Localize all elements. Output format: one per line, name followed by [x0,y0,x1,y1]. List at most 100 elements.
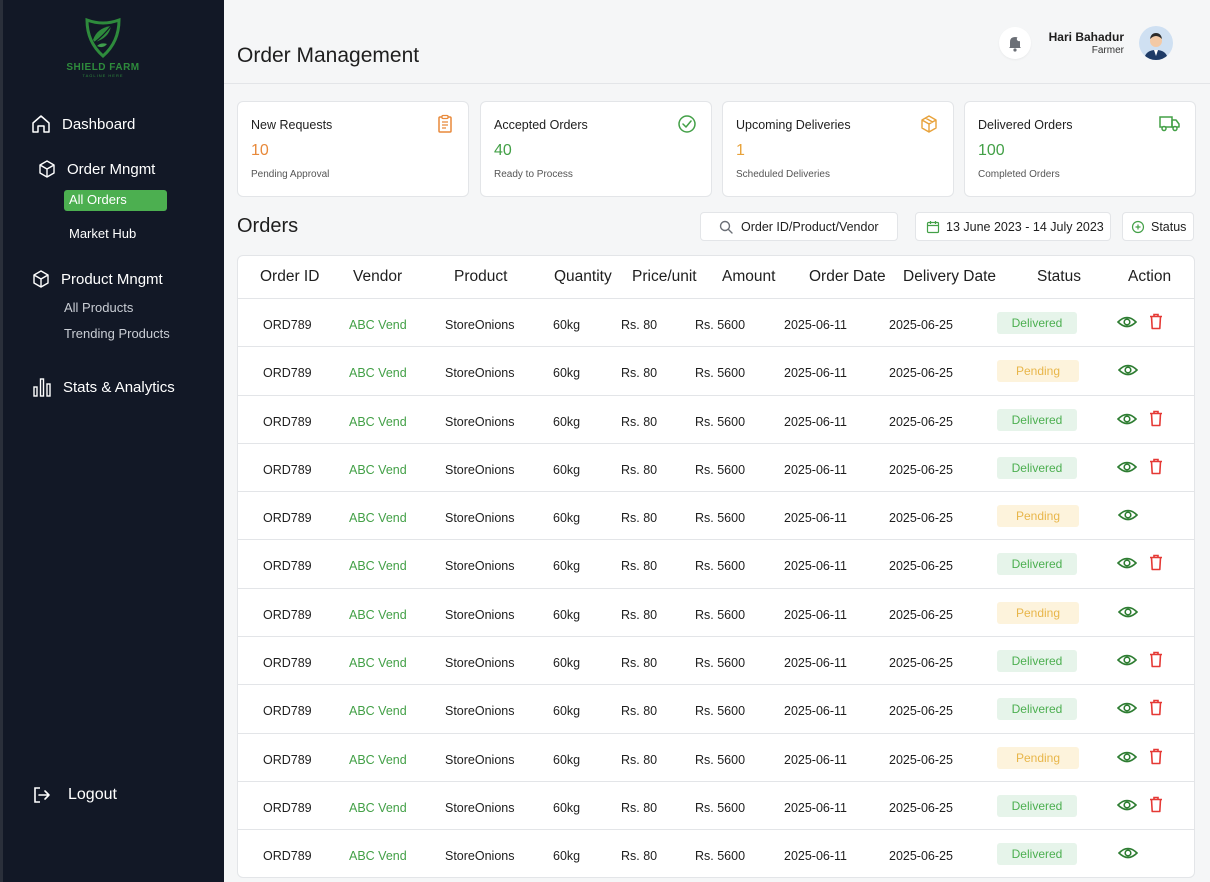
search-input[interactable]: Order ID/Product/Vendor [700,212,898,241]
price-cell: Rs. 80 [621,704,658,719]
col-status[interactable]: Status [1037,268,1081,285]
view-button[interactable] [1117,845,1139,866]
logout-icon [34,787,50,803]
delete-button[interactable] [1149,651,1163,673]
avatar[interactable] [1139,26,1173,60]
view-button[interactable] [1117,362,1139,383]
view-button[interactable] [1116,652,1138,673]
table-row[interactable]: ORD789 ABC Vend StoreOnions 60kg Rs. 80 Rs. 5… [238,685,1194,734]
price-cell: Rs. 80 [621,366,658,381]
vendor-cell[interactable]: ABC Vend [349,607,407,622]
vendor-cell[interactable]: ABC Vend [349,414,407,429]
status-badge: Delivered [997,843,1077,866]
table-row[interactable]: ORD789 ABC Vend StoreOnions 60kg Rs. 80 Rs. 5… [238,347,1194,396]
brand-tagline: TAGLINE HERE [82,73,124,78]
col-product[interactable]: Product [454,268,508,285]
nav-market-hub[interactable]: Market Hub [69,226,137,241]
view-button[interactable] [1116,797,1138,818]
delivery-date-cell: 2025-06-25 [889,559,953,574]
trash-icon [1150,313,1162,330]
vendor-cell[interactable]: ABC Vend [349,800,407,815]
eye-icon [1116,316,1138,328]
logout-button[interactable]: Logout [32,785,117,805]
vendor-cell[interactable]: ABC Vend [349,559,407,574]
table-row[interactable]: ORD789 ABC Vend StoreOnions 60kg Rs. 80 Rs. 5… [238,299,1194,348]
nav-all-orders[interactable]: All Orders [64,190,167,211]
delete-button[interactable] [1149,410,1163,432]
nav-order-mngmt[interactable]: Order Mngmt [37,159,155,179]
nav-trending-products[interactable]: Trending Products [64,326,170,341]
status-filter-button[interactable]: Status [1122,212,1194,241]
nav-dashboard[interactable]: Dashboard [30,113,135,135]
vendor-cell[interactable]: ABC Vend [349,462,407,477]
table-row[interactable]: ORD789 ABC Vend StoreOnions 60kg Rs. 80 Rs. 5… [238,396,1194,444]
table-row[interactable]: ORD789 ABC Vend StoreOnions 60kg Rs. 80 Rs. 5… [238,444,1194,493]
vendor-cell[interactable]: ABC Vend [349,366,407,381]
order-date-cell: 2025-06-11 [784,462,848,477]
card-accepted-orders[interactable]: Accepted Orders 40 Ready to Process [480,101,712,197]
eye-icon [1116,799,1138,811]
date-range-picker[interactable]: 13 June 2023 - 14 July 2023 [915,212,1111,241]
view-button[interactable] [1116,700,1138,721]
nav-product-mngmt[interactable]: Product Mngmt [31,269,163,289]
col-delivery-date[interactable]: Delivery Date [903,268,997,285]
amount-cell: Rs. 5600 [695,607,746,622]
nav-all-products[interactable]: All Products [64,300,134,315]
card-upcoming-deliveries[interactable]: Upcoming Deliveries 1 Scheduled Deliveri… [722,101,954,197]
view-button[interactable] [1117,507,1139,528]
vendor-cell[interactable]: ABC Vend [349,704,407,719]
delete-button[interactable] [1149,796,1163,818]
card-value: 40 [494,142,512,159]
table-row[interactable]: ORD789 ABC Vend StoreOnions 60kg Rs. 80 Rs. 5… [238,734,1194,782]
col-order-date[interactable]: Order Date [809,268,886,285]
vendor-cell[interactable]: ABC Vend [349,849,407,864]
order-date-cell: 2025-06-11 [784,704,848,719]
amount-cell: Rs. 5600 [695,704,746,719]
user-role: Farmer [1091,45,1124,56]
view-button[interactable] [1116,555,1138,576]
view-button[interactable] [1116,314,1138,335]
order-id-cell: ORD789 [263,800,312,815]
vendor-cell[interactable]: ABC Vend [349,511,407,526]
notification-button[interactable] [999,27,1031,59]
table-row[interactable]: ORD789 ABC Vend StoreOnions 60kg Rs. 80 Rs. 5… [238,830,1194,877]
order-id-cell: ORD789 [263,414,312,429]
order-id-cell: ORD789 [263,849,312,864]
col-quantity[interactable]: Quantity [554,268,612,285]
brand-logo[interactable]: SHIELD FARM TAGLINE HERE [59,16,147,82]
delivery-date-cell: 2025-06-25 [889,849,953,864]
vendor-cell[interactable]: ABC Vend [349,656,407,671]
product-cell: StoreOnions [445,752,515,767]
order-date-cell: 2025-06-11 [784,607,848,622]
view-button[interactable] [1116,411,1138,432]
view-button[interactable] [1116,749,1138,770]
table-row[interactable]: ORD789 ABC Vend StoreOnions 60kg Rs. 80 Rs. 5… [238,782,1194,831]
price-cell: Rs. 80 [621,462,658,477]
col-vendor[interactable]: Vendor [353,268,403,285]
quantity-cell: 60kg [553,656,581,671]
vendor-cell[interactable]: ABC Vend [349,318,407,332]
card-new-requests[interactable]: New Requests 10 Pending Approval [237,101,469,197]
table-row[interactable]: ORD789 ABC Vend StoreOnions 60kg Rs. 80 Rs. 5… [238,540,1194,589]
table-row[interactable]: ORD789 ABC Vend StoreOnions 60kg Rs. 80 Rs. 5… [238,589,1194,638]
delivery-date-cell: 2025-06-25 [889,752,953,767]
card-delivered-orders[interactable]: Delivered Orders 100 Completed Orders [964,101,1196,197]
amount-cell: Rs. 5600 [695,656,746,671]
delete-button[interactable] [1149,313,1163,335]
col-amount[interactable]: Amount [722,268,776,285]
trash-icon [1150,410,1162,426]
table-row[interactable]: ORD789 ABC Vend StoreOnions 60kg Rs. 80 Rs. 5… [238,492,1194,541]
delete-button[interactable] [1149,699,1163,721]
nav-stats-analytics[interactable]: Stats & Analytics [31,376,175,398]
table-row[interactable]: ORD789 ABC Vend StoreOnions 60kg Rs. 80 Rs. 5… [238,637,1194,686]
page-title: Order Management [237,44,420,67]
col-price-unit[interactable]: Price/unit [632,268,697,285]
vendor-cell[interactable]: ABC Vend [349,752,407,767]
delete-button[interactable] [1149,748,1163,770]
col-order-id[interactable]: Order ID [260,268,320,285]
table-body: ORD789 ABC Vend StoreOnions 60kg Rs. 80 Rs. 5… [238,299,1194,877]
view-button[interactable] [1116,459,1138,480]
view-button[interactable] [1117,604,1139,625]
delete-button[interactable] [1149,554,1163,576]
delete-button[interactable] [1149,458,1163,480]
